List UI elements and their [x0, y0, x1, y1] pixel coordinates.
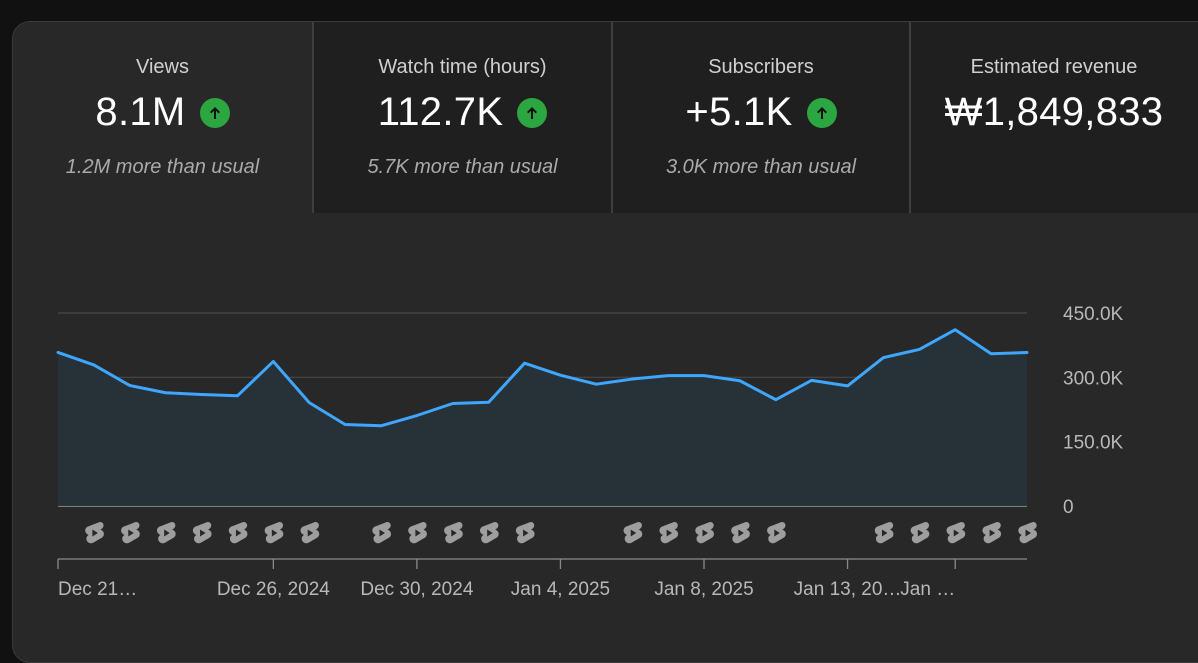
- shorts-icon-play: [917, 529, 924, 537]
- shorts-icon: [408, 522, 427, 544]
- shorts-icon: [372, 522, 392, 544]
- shorts-icon: [192, 522, 212, 544]
- divider: [909, 22, 911, 213]
- divider: [312, 22, 314, 213]
- shorts-icon-play: [953, 529, 960, 537]
- shorts-icon-play: [774, 529, 780, 537]
- shorts-icon-play: [487, 529, 493, 537]
- metric-estimated-revenue[interactable]: Estimated revenue ₩1,849,833: [911, 22, 1198, 213]
- series-line: [56, 328, 1029, 428]
- x-tick-label: Dec 21…: [58, 579, 137, 600]
- shorts-icon-play: [1025, 529, 1031, 537]
- x-tick-label: Jan …: [900, 579, 955, 600]
- metric-comparison: 5.7K more than usual: [367, 156, 558, 178]
- x-tick-label: Jan 4, 2025: [511, 579, 610, 600]
- metric-value: +5.1K: [685, 90, 793, 134]
- metric-label: Watch time (hours): [378, 56, 547, 78]
- shorts-icon-play: [379, 529, 385, 537]
- y-tick-label: 0: [1063, 497, 1074, 518]
- metric-label: Views: [136, 56, 189, 78]
- shorts-icon-play: [415, 529, 421, 537]
- x-tick-label: Jan 13, 20…: [794, 579, 902, 600]
- shorts-icon: [767, 522, 786, 544]
- y-tick-label: 150.0K: [1063, 433, 1124, 454]
- shorts-icon: [623, 522, 643, 544]
- shorts-icon-play: [523, 529, 529, 537]
- shorts-icon-play: [666, 529, 673, 537]
- arrow-up-icon: [517, 97, 548, 128]
- shorts-icon-play: [630, 529, 637, 537]
- shorts-icon-play: [702, 529, 708, 537]
- metric-value: 112.7K: [377, 90, 504, 134]
- y-tick-label: 300.0K: [1063, 368, 1124, 389]
- series-area: [58, 329, 1027, 506]
- shorts-icon: [695, 522, 715, 544]
- chart-area-layer: [58, 329, 1027, 506]
- shorts-markers: [85, 522, 1038, 544]
- shorts-icon: [85, 522, 104, 544]
- shorts-icon-play: [128, 529, 134, 537]
- shorts-icon-play: [307, 529, 314, 537]
- shorts-icon: [264, 522, 284, 544]
- x-tick-label: Dec 30, 2024: [360, 579, 473, 600]
- arrow-up-icon: [199, 97, 230, 128]
- shorts-icon-play: [164, 529, 170, 537]
- shorts-icon-play: [235, 529, 242, 537]
- divider: [611, 22, 613, 213]
- analytics-card: Views 8.1M 1.2M more than usual Watch ti…: [12, 21, 1198, 663]
- shorts-icon: [910, 522, 930, 544]
- shorts-icon: [659, 522, 679, 544]
- metric-views[interactable]: Views 8.1M 1.2M more than usual: [13, 22, 312, 213]
- shorts-icon: [156, 522, 176, 544]
- shorts-icon-play: [738, 529, 744, 537]
- shorts-icon: [444, 522, 463, 544]
- metric-value: ₩1,849,833: [944, 90, 1164, 134]
- y-tick-label: 450.0K: [1063, 304, 1124, 325]
- shorts-icon-play: [451, 529, 457, 537]
- shorts-icon: [1018, 522, 1038, 544]
- shorts-icon-play: [200, 529, 206, 537]
- shorts-icon: [731, 522, 750, 544]
- shorts-icon-play: [881, 529, 888, 537]
- x-tick-label: Jan 8, 2025: [654, 579, 753, 600]
- metric-watch-time[interactable]: Watch time (hours) 112.7K 5.7K more than…: [314, 22, 611, 213]
- x-axis: Dec 21… Dec 26, 2024 Dec 30, 2024 Jan 4, 20…: [57, 558, 1027, 600]
- metric-comparison: 3.0K more than usual: [665, 156, 857, 178]
- shorts-icon: [228, 522, 248, 544]
- chart-line-layer: [56, 328, 1029, 428]
- shorts-icon: [982, 522, 1002, 544]
- shorts-icon: [300, 522, 320, 544]
- shorts-icon-play: [271, 529, 278, 537]
- metric-label: Estimated revenue: [970, 56, 1138, 78]
- shorts-icon: [874, 522, 894, 544]
- shorts-icon: [515, 522, 535, 544]
- metric-label: Subscribers: [708, 56, 814, 78]
- shorts-icon: [121, 522, 140, 544]
- shorts-icon-play: [92, 529, 98, 537]
- x-tick-label: Dec 26, 2024: [217, 579, 330, 600]
- metric-comparison: 1.2M more than usual: [65, 156, 260, 178]
- arrow-up-icon: [806, 97, 837, 128]
- metric-value: 8.1M: [95, 90, 186, 134]
- shorts-icon: [479, 522, 499, 544]
- shorts-icon-play: [989, 529, 996, 537]
- shorts-icon: [946, 522, 966, 544]
- metric-subscribers[interactable]: Subscribers +5.1K 3.0K more than usual: [613, 22, 909, 213]
- y-axis: 450.0K 300.0K 150.0K 0: [1063, 304, 1124, 518]
